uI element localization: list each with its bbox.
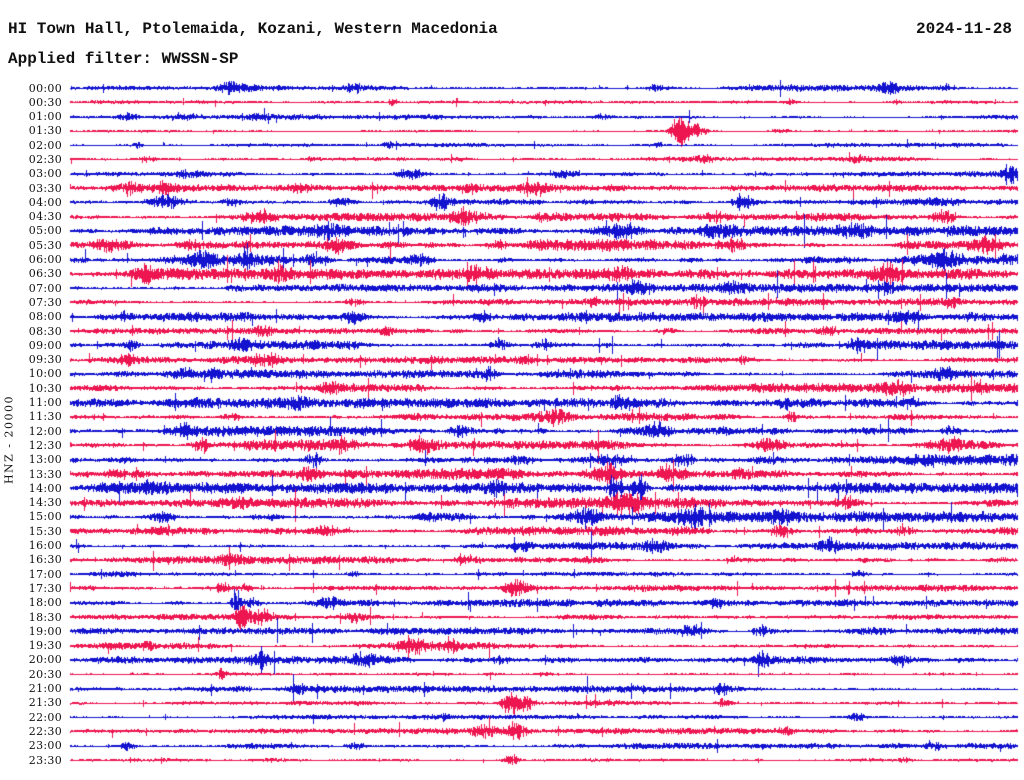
time-label: 03:30 [28, 181, 62, 195]
time-label: 14:30 [28, 496, 62, 510]
time-label: 03:00 [28, 167, 62, 181]
time-label: 22:30 [28, 724, 62, 738]
time-label: 19:30 [28, 639, 62, 653]
time-label: 18:00 [28, 596, 62, 610]
time-label: 04:30 [28, 210, 62, 224]
time-label: 17:00 [28, 567, 62, 581]
time-label: 23:00 [28, 739, 62, 753]
time-label: 01:00 [28, 110, 62, 124]
time-label: 06:00 [28, 253, 62, 267]
time-label: 05:00 [28, 224, 62, 238]
time-label: 08:00 [28, 310, 62, 324]
time-label: 00:00 [28, 81, 62, 95]
time-label: 19:00 [28, 624, 62, 638]
time-label: 16:00 [28, 539, 62, 553]
time-label: 18:30 [28, 610, 62, 624]
time-label: 16:30 [28, 553, 62, 567]
time-label: 10:30 [28, 381, 62, 395]
time-label: 20:00 [28, 653, 62, 667]
time-label: 11:00 [28, 396, 62, 410]
time-label: 11:30 [28, 410, 62, 424]
time-label: 04:00 [28, 195, 62, 209]
time-label: 13:30 [28, 467, 62, 481]
time-label: 21:00 [28, 682, 62, 696]
time-label: 13:00 [28, 453, 62, 467]
time-label: 23:30 [28, 753, 62, 767]
time-label: 02:00 [28, 138, 62, 152]
time-label: 00:30 [28, 95, 62, 109]
time-label: 22:00 [28, 710, 62, 724]
time-label: 14:00 [28, 481, 62, 495]
time-label: 12:00 [28, 424, 62, 438]
time-label: 12:30 [28, 438, 62, 452]
time-label: 10:00 [28, 367, 62, 381]
time-label: 07:00 [28, 281, 62, 295]
time-label: 17:30 [28, 581, 62, 595]
time-label: 01:30 [28, 124, 62, 138]
time-label: 21:30 [28, 696, 62, 710]
time-label: 02:30 [28, 152, 62, 166]
time-label: 07:30 [28, 295, 62, 309]
time-label: 09:00 [28, 338, 62, 352]
time-label: 05:30 [28, 238, 62, 252]
time-label: 06:30 [28, 267, 62, 281]
time-label: 09:30 [28, 353, 62, 367]
time-label: 20:30 [28, 667, 62, 681]
time-label: 15:30 [28, 524, 62, 538]
time-label: 15:00 [28, 510, 62, 524]
time-label: 08:30 [28, 324, 62, 338]
